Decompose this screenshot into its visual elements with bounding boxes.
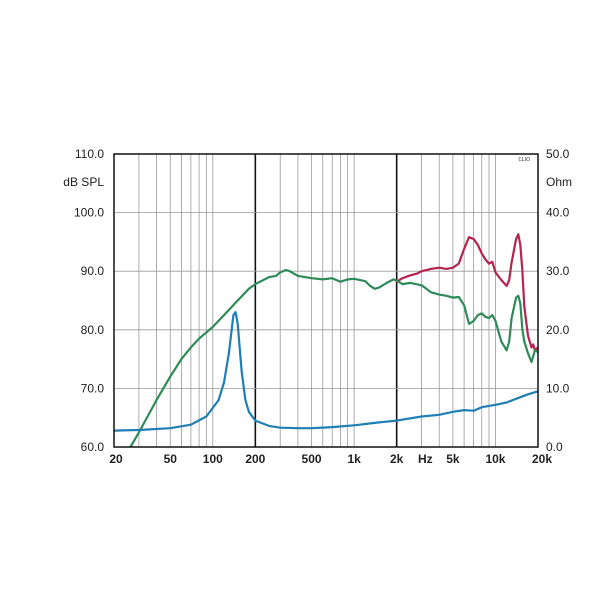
y-right-tick-label: 20.0 — [546, 323, 570, 337]
x-axis-unit-label: Hz — [418, 452, 433, 466]
y-left-tick-label: 100.0 — [74, 206, 104, 220]
y-right-tick-label: 40.0 — [546, 206, 570, 220]
y-left-tick-label: 70.0 — [81, 381, 105, 395]
x-tick-label: 5k — [446, 452, 460, 466]
clio-logo: CLIO — [518, 157, 530, 163]
y-right-tick-label: 10.0 — [546, 381, 570, 395]
y-right-axis-label: Ohm — [546, 175, 572, 189]
plot-frame — [113, 153, 539, 448]
x-tick-label: 100 — [203, 452, 223, 466]
x-tick-label: 1k — [347, 452, 361, 466]
y-left-tick-label: 80.0 — [81, 323, 105, 337]
y-right-tick-label: 0.0 — [546, 440, 563, 454]
y-right-tick-label: 50.0 — [546, 147, 570, 161]
x-tick-label: 20k — [532, 452, 552, 466]
y-left-tick-label: 90.0 — [81, 264, 105, 278]
x-tick-label: 2k — [390, 452, 404, 466]
series-line-1 — [129, 268, 538, 447]
axis-labels: 110.0 100.0 90.0 80.0 70.0 60.0 50.0 40.0 30.0 20… — [74, 147, 570, 466]
plot-lines — [114, 233, 538, 447]
x-tick-label: 200 — [245, 452, 265, 466]
y-right-tick-label: 30.0 — [546, 264, 570, 278]
series-line-0 — [395, 233, 538, 352]
x-tick-label: 10k — [485, 452, 505, 466]
x-tick-label: 500 — [302, 452, 322, 466]
x-tick-label: 20 — [109, 452, 123, 466]
y-left-axis-label: dB SPL — [63, 175, 104, 189]
grid — [113, 154, 539, 447]
series-line-2 — [114, 311, 538, 432]
y-left-tick-label: 110.0 — [75, 147, 104, 161]
x-tick-label: 50 — [164, 452, 178, 466]
y-left-tick-label: 60.0 — [81, 440, 105, 454]
